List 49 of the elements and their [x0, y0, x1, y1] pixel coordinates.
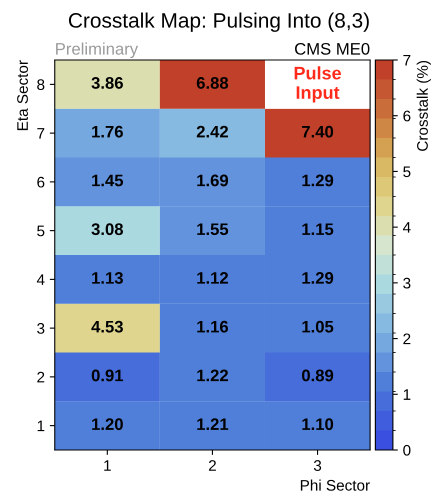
- data-label: 1.21: [197, 418, 228, 430]
- data-label: 0.89: [302, 370, 334, 382]
- data-label: 7.40: [302, 126, 334, 138]
- data-label: 1.16: [197, 320, 228, 333]
- data-label: 0.91: [92, 370, 124, 382]
- data-label: 1.13: [92, 272, 123, 284]
- color-bar-label: 0: [403, 444, 411, 456]
- y-tick-label: 8: [37, 79, 44, 90]
- y-tick-label: 2: [37, 372, 44, 382]
- y-tick-label: 7: [37, 128, 44, 139]
- y-tick-label: 3: [37, 322, 44, 334]
- color-bar-label: 1: [404, 389, 410, 400]
- chart-title: Crosstalk Map: Pulsing Into (8,3): [68, 12, 369, 32]
- data-label: 4.53: [91, 320, 123, 333]
- color-bar-label: 3: [403, 278, 410, 289]
- data-label: 1.10: [302, 418, 334, 430]
- data-label: 1.05: [302, 320, 334, 333]
- text: CMS ME0: [295, 42, 370, 55]
- y-tick-label: 6: [37, 176, 44, 188]
- color-bar-label: 5: [403, 166, 410, 178]
- x-axis-title: Phi Sector: [300, 480, 370, 491]
- data-label: 1.76: [92, 126, 123, 138]
- data-label: 1.45: [92, 174, 124, 186]
- data-label: 1.22: [197, 370, 228, 382]
- data-label: 1.55: [197, 223, 228, 236]
- y-tick-label: 4: [36, 274, 45, 285]
- x-tick-label: 2: [208, 460, 216, 471]
- data-label: 1.29: [302, 174, 334, 186]
- data-label: 1.12: [197, 272, 228, 284]
- data-label: 1.69: [197, 174, 228, 186]
- x-tick-label: 3: [314, 460, 322, 471]
- y-axis-title: Eta Sector: [17, 60, 28, 130]
- data-label: 1.29: [302, 272, 334, 284]
- data-label: 3.86: [91, 77, 123, 89]
- color-bar-label: 6: [403, 110, 410, 122]
- x-tick-label: 1: [104, 460, 111, 471]
- data-label: 1.20: [92, 418, 123, 430]
- color-bar-label: 4: [402, 222, 411, 233]
- color-bar-title: Crosstalk (%): [416, 60, 431, 151]
- data-label: 6.88: [196, 77, 228, 89]
- text: Preliminary: [56, 42, 138, 58]
- data-label: 2.42: [196, 126, 228, 138]
- text: Pulse Input: [294, 66, 342, 103]
- color-bar-label: 2: [403, 333, 410, 344]
- data-label: 3.08: [91, 223, 124, 236]
- color-bar-label: 7: [403, 55, 410, 66]
- y-tick-label: 5: [37, 226, 44, 236]
- y-tick-label: 1: [38, 420, 44, 432]
- data-label: 1.15: [302, 223, 334, 236]
